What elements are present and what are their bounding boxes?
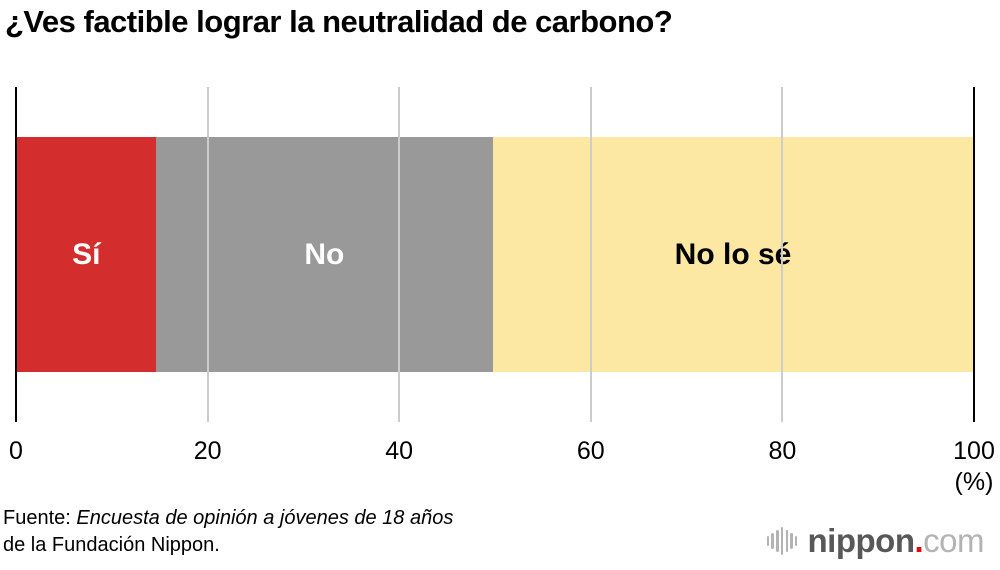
source-survey-name: Encuesta de opinión a jóvenes de 18 años bbox=[76, 507, 454, 529]
bar-segment-s-: Sí bbox=[17, 137, 156, 372]
axis-tick-label: 20 bbox=[193, 437, 222, 465]
logo-tld: com bbox=[923, 522, 984, 559]
bar-segment-label: No bbox=[304, 237, 345, 271]
waveform-bar bbox=[785, 530, 789, 552]
axis-edge-line bbox=[973, 87, 975, 422]
gridline bbox=[206, 87, 209, 422]
gridline bbox=[398, 87, 401, 422]
waveform-bar bbox=[766, 536, 770, 546]
source-prefix: Fuente: bbox=[3, 507, 77, 529]
bar-segment-label: Sí bbox=[72, 237, 101, 271]
waveform-bar bbox=[794, 536, 798, 546]
gridline bbox=[589, 87, 592, 422]
bar-segment-label: No lo sé bbox=[674, 237, 792, 271]
logo-brand: nippon bbox=[807, 522, 915, 559]
axis-unit-label: (%) bbox=[954, 468, 994, 496]
waveform-bar bbox=[776, 530, 779, 552]
waveform-bar bbox=[780, 527, 784, 555]
axis-tick-label: 100 bbox=[953, 437, 995, 465]
logo-dot: . bbox=[914, 522, 924, 559]
waveform-bar bbox=[771, 533, 774, 549]
axis-edge-line bbox=[15, 87, 17, 422]
axis-tick-label: 40 bbox=[385, 437, 414, 465]
source-note: Fuente: Encuesta de opinión a jóvenes de… bbox=[3, 505, 453, 559]
waveform-bar bbox=[790, 533, 793, 549]
logo-text: nippon.com bbox=[807, 522, 985, 560]
axis-tick-label: 80 bbox=[768, 437, 797, 465]
source-line2: de la Fundación Nippon. bbox=[3, 534, 220, 556]
axis-tick-label: 0 bbox=[9, 437, 23, 465]
bar-segment-no: No bbox=[155, 137, 494, 372]
bar-segment-no-lo-s-: No lo sé bbox=[493, 137, 973, 372]
waveform-icon bbox=[766, 524, 799, 558]
axis-tick-label: 60 bbox=[576, 437, 605, 465]
nippon-logo: nippon.com bbox=[766, 522, 984, 560]
stacked-bar: Sí No No lo sé bbox=[17, 137, 973, 372]
chart-title: ¿Ves factible lograr la neutralidad de c… bbox=[5, 4, 673, 39]
gridline bbox=[781, 87, 784, 422]
